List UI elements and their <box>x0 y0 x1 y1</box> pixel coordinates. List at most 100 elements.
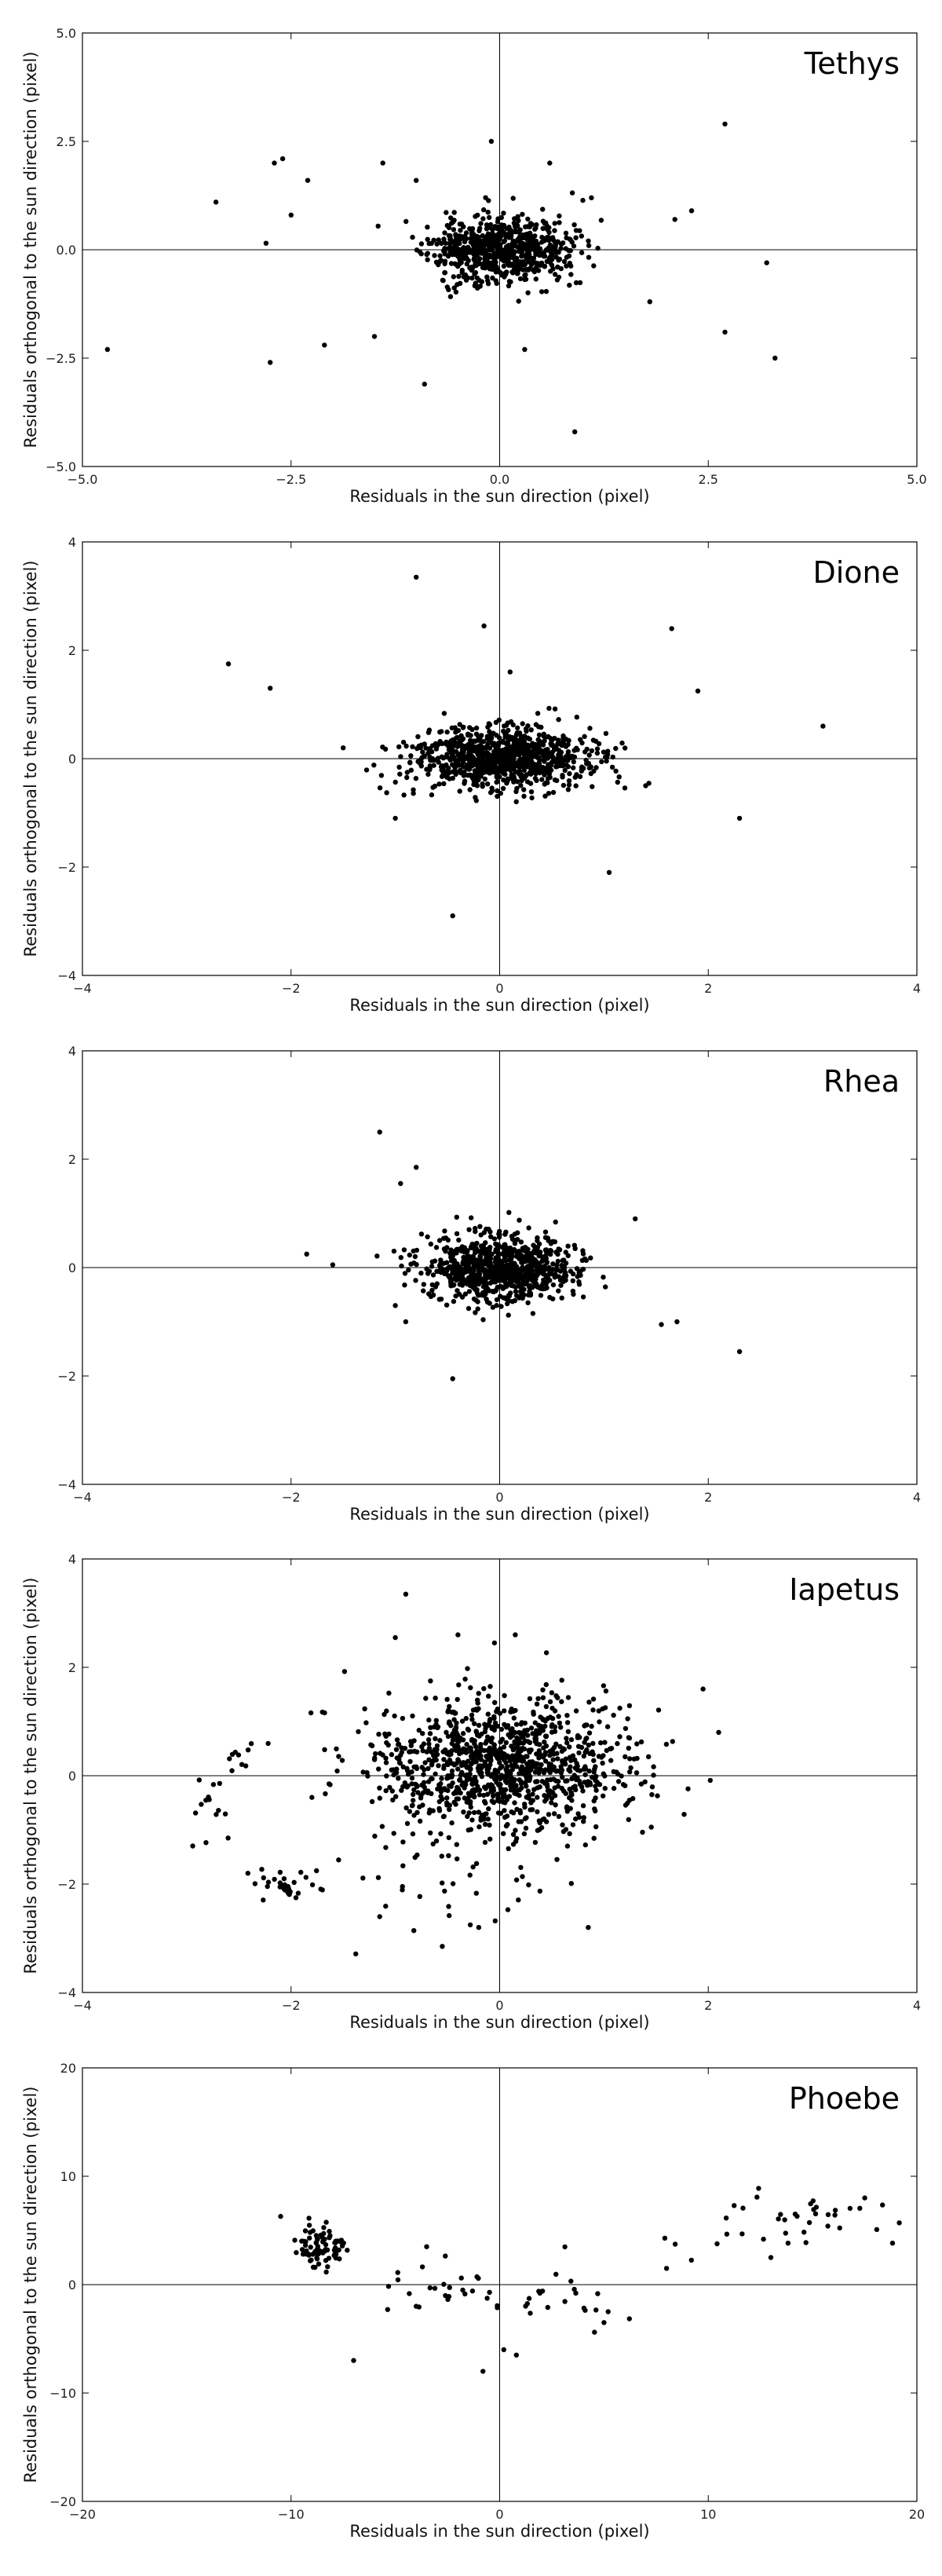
data-point <box>341 2240 346 2246</box>
data-point <box>488 1773 494 1779</box>
data-point <box>433 1696 438 1701</box>
data-point <box>518 1722 524 1727</box>
data-point <box>474 771 480 777</box>
data-point <box>327 2228 332 2234</box>
data-point <box>569 1776 575 1781</box>
data-point <box>502 1776 509 1783</box>
data-point <box>540 1755 546 1760</box>
data-point <box>495 1257 501 1263</box>
data-point <box>473 744 478 750</box>
data-point <box>526 1882 531 1888</box>
data-point <box>574 1266 580 1272</box>
data-point <box>502 1231 508 1237</box>
data-point <box>412 1253 418 1260</box>
data-point <box>588 1255 593 1261</box>
data-point <box>434 241 440 247</box>
x-tick-label: 0 <box>495 1490 503 1505</box>
data-point <box>502 1271 508 1277</box>
data-point <box>371 763 377 768</box>
data-point <box>513 1284 519 1290</box>
data-point <box>509 1729 516 1734</box>
data-point <box>477 1224 483 1229</box>
data-point <box>461 1783 467 1788</box>
data-point <box>433 259 440 265</box>
data-point <box>353 1951 359 1957</box>
data-point <box>300 2252 306 2257</box>
data-point <box>453 1802 458 1807</box>
data-point <box>259 1867 265 1872</box>
data-point <box>476 1824 482 1830</box>
data-point <box>567 770 572 777</box>
data-point <box>431 237 436 243</box>
data-point <box>638 1739 644 1745</box>
data-point <box>374 1253 380 1259</box>
data-point <box>501 1831 506 1836</box>
data-point <box>491 1715 497 1722</box>
data-point <box>513 1632 518 1637</box>
data-point <box>459 1718 466 1724</box>
data-point <box>379 1824 385 1829</box>
data-point <box>484 2296 490 2301</box>
data-point <box>579 740 585 746</box>
data-point <box>419 2264 425 2270</box>
data-point <box>543 747 549 752</box>
data-point <box>341 1669 348 1674</box>
data-point <box>542 1247 549 1253</box>
data-point <box>468 1749 474 1755</box>
data-point <box>587 726 593 731</box>
data-point <box>535 1809 540 1815</box>
data-point <box>540 1695 546 1700</box>
data-point <box>569 1798 575 1803</box>
data-point <box>491 730 496 736</box>
data-point <box>446 1835 451 1840</box>
data-point <box>293 1895 299 1901</box>
data-point <box>322 1747 327 1752</box>
data-point <box>535 1779 540 1784</box>
data-point <box>450 1737 456 1743</box>
data-point <box>550 1757 556 1762</box>
data-point <box>519 1785 524 1791</box>
data-point <box>532 242 538 247</box>
data-point <box>695 688 701 693</box>
data-point <box>428 1241 433 1247</box>
data-point <box>490 275 495 281</box>
data-point <box>515 214 520 219</box>
data-point <box>263 240 269 246</box>
data-point <box>542 1758 549 1764</box>
data-point <box>429 743 436 748</box>
y-tick-label: 20 <box>60 2061 76 2076</box>
data-point <box>560 1774 565 1780</box>
data-point <box>421 1288 426 1293</box>
data-point <box>407 1739 414 1744</box>
data-point <box>278 2213 283 2219</box>
data-point <box>487 1717 493 1722</box>
data-point <box>427 1731 433 1736</box>
data-point <box>523 1281 528 1287</box>
data-point <box>561 1267 567 1272</box>
data-point <box>648 1824 654 1830</box>
data-point <box>351 2358 356 2363</box>
data-point <box>390 1797 396 1803</box>
data-point <box>403 743 409 749</box>
data-point <box>429 1259 435 1264</box>
data-point <box>410 1802 415 1808</box>
data-point <box>509 240 516 246</box>
data-point <box>429 1287 435 1293</box>
data-point <box>768 2255 774 2260</box>
data-point <box>407 1809 413 1814</box>
data-point <box>472 257 477 262</box>
data-point <box>430 1272 436 1278</box>
data-point <box>458 1762 465 1768</box>
data-point <box>862 2195 867 2201</box>
data-point <box>550 266 556 272</box>
data-point <box>372 1833 378 1839</box>
data-point <box>509 1278 516 1283</box>
data-point <box>364 1769 370 1776</box>
data-point <box>470 1284 476 1290</box>
data-point <box>801 2230 807 2235</box>
data-point <box>529 795 535 801</box>
data-point <box>489 243 495 250</box>
data-point <box>426 727 433 733</box>
data-point <box>440 1813 447 1820</box>
data-point <box>481 207 487 213</box>
